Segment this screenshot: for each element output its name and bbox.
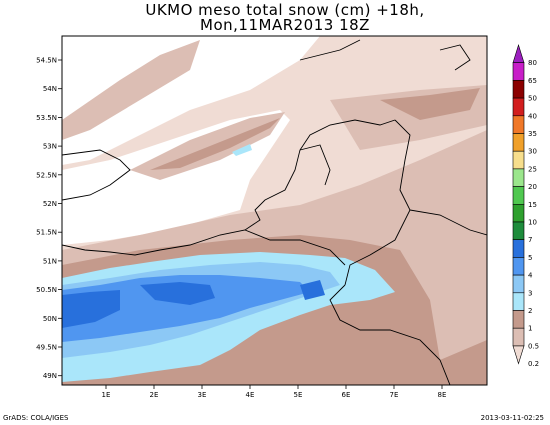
lon-label: 6E: [342, 391, 351, 399]
legend-swatch: [512, 133, 525, 152]
legend-label: 1: [528, 325, 532, 333]
legend-label: 3: [528, 289, 532, 297]
lon-label: 8E: [438, 391, 447, 399]
lat-label: 53.5N: [36, 114, 57, 122]
legend-label: 15: [528, 201, 537, 209]
map-title-line2: Mon,11MAR2013 18Z: [200, 16, 370, 34]
timestamp-text: 2013-03-11-02:25: [480, 414, 544, 422]
legend-label: 30: [528, 148, 537, 156]
legend-swatch: [512, 327, 525, 347]
legend-swatch: [512, 62, 525, 81]
lon-label: 2E: [150, 391, 159, 399]
lat-label: 52N: [43, 200, 57, 208]
legend-swatch: [512, 43, 525, 64]
lon-label: 4E: [246, 391, 255, 399]
coastlines: [62, 39, 487, 385]
legend-swatch: [512, 80, 525, 99]
lat-label: 50.5N: [36, 286, 57, 294]
color-legend: 80 65 50 40 35 30 25 20 15 10 7 5 4 3 2 1 0.5 0.2: [512, 43, 539, 368]
legend-label: 4: [528, 272, 533, 280]
legend-swatch: [512, 274, 525, 294]
lon-label: 3E: [198, 391, 207, 399]
lat-label: 54N: [43, 85, 57, 93]
legend-label: 7: [528, 236, 532, 244]
legend-label: 25: [528, 165, 537, 173]
legend-label: 40: [528, 112, 537, 120]
legend-swatch: [512, 257, 525, 276]
legend-swatch: [512, 186, 525, 205]
lat-label: 53N: [43, 143, 57, 151]
lon-label: 7E: [390, 391, 399, 399]
legend-label: 65: [528, 77, 537, 85]
lat-label: 52.5N: [36, 171, 57, 179]
lon-label: 5E: [294, 391, 303, 399]
legend-label: 0.5: [528, 342, 539, 350]
legend-label: 0.2: [528, 360, 539, 368]
legend-label: 35: [528, 130, 537, 138]
legend-label: 80: [528, 59, 537, 67]
legend-swatch: [512, 97, 525, 117]
legend-swatch: [512, 115, 525, 134]
lat-label: 50N: [43, 315, 57, 323]
legend-label: 10: [528, 219, 537, 227]
legend-swatch: [512, 310, 525, 329]
legend-swatch: [512, 239, 525, 258]
legend-label: 50: [528, 95, 537, 103]
longitude-axis: 1E 2E 3E 4E 5E 6E 7E 8E: [102, 385, 447, 399]
lon-label: 1E: [102, 391, 111, 399]
legend-swatch: [512, 345, 525, 365]
legend-swatch: [512, 204, 525, 223]
legend-label: 5: [528, 254, 532, 262]
legend-swatch: [512, 221, 525, 241]
lat-label: 54.5N: [36, 57, 57, 65]
lat-label: 49N: [43, 372, 57, 380]
lat-label: 51N: [43, 257, 57, 265]
legend-swatch: [512, 292, 525, 311]
legend-label: 20: [528, 183, 537, 191]
snow-field: [62, 36, 487, 385]
legend-label: 2: [528, 307, 532, 315]
legend-swatch: [512, 150, 525, 170]
latitude-axis: 54.5N 54N 53.5N 53N 52.5N 52N 51.5N 51N 50.5N 50N…: [36, 57, 62, 380]
map-title-line1: UKMO meso total snow (cm) +18h,: [145, 1, 425, 19]
lat-label: 49.5N: [36, 344, 57, 352]
legend-swatch: [512, 168, 525, 187]
lat-label: 51.5N: [36, 229, 57, 237]
credit-text: GrADS: COLA/IGES: [3, 414, 69, 422]
map-frame: [61, 35, 488, 386]
